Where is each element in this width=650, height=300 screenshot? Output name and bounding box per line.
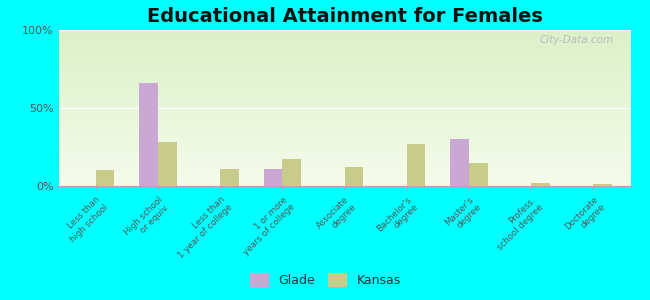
Bar <box>450 139 469 186</box>
Bar <box>139 83 158 186</box>
Bar <box>282 160 301 186</box>
Bar <box>264 169 282 186</box>
Bar <box>344 167 363 186</box>
Bar <box>407 144 425 186</box>
Bar <box>531 183 550 186</box>
Bar <box>96 170 114 186</box>
Bar <box>593 184 612 186</box>
Bar <box>220 169 239 186</box>
Legend: Glade, Kansas: Glade, Kansas <box>246 270 404 291</box>
Title: Educational Attainment for Females: Educational Attainment for Females <box>146 7 543 26</box>
Bar <box>469 163 488 186</box>
Text: City-Data.com: City-Data.com <box>540 35 614 45</box>
Bar <box>158 142 177 186</box>
